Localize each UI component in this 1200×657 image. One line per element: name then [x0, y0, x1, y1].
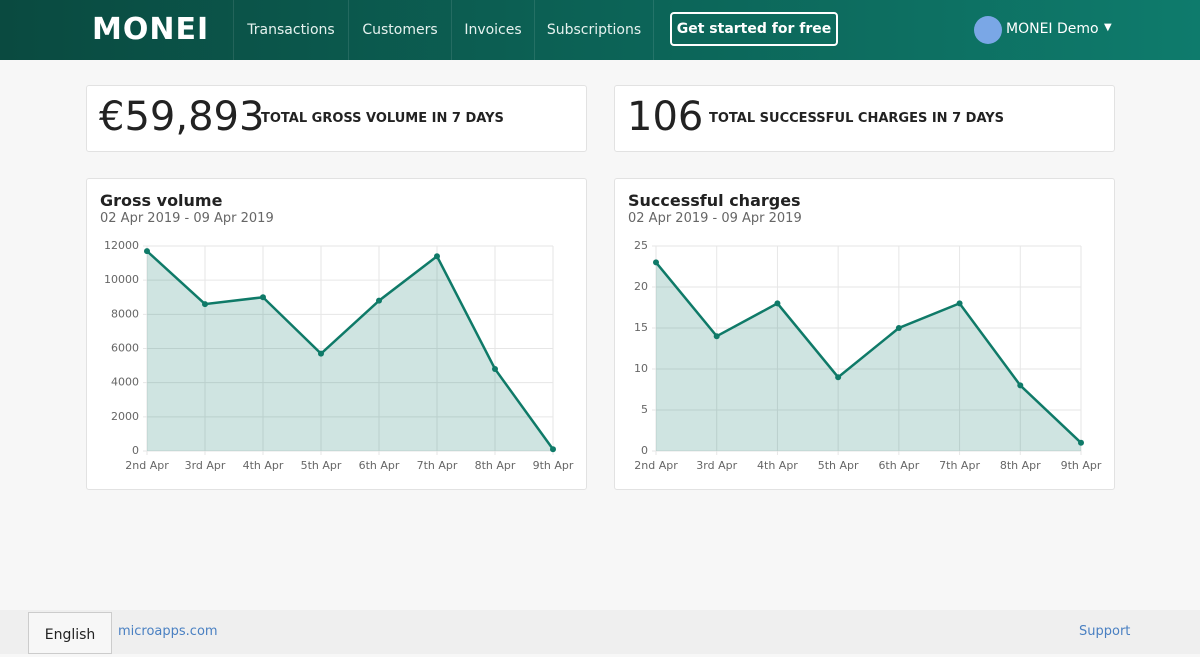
x-tick-label: 4th Apr	[757, 459, 798, 472]
chart-card: Gross volume 02 Apr 2019 - 09 Apr 2019 0…	[86, 178, 587, 490]
logo[interactable]: MONEI	[92, 12, 210, 47]
stat-card: 106 TOTAL SUCCESSFUL CHARGES IN 7 DAYS	[614, 85, 1115, 152]
point	[835, 374, 842, 381]
point	[144, 248, 150, 255]
y-tick-label: 15	[634, 321, 648, 334]
x-tick-label: 2nd Apr	[125, 459, 169, 472]
x-tick-label: 5th Apr	[818, 459, 859, 472]
caret[interactable]: ▼	[1104, 22, 1112, 33]
y-tick-label: 10000	[104, 273, 139, 286]
point	[260, 294, 266, 301]
nav-link[interactable]: Invoices	[451, 0, 534, 60]
footer: English microapps.com Support	[0, 610, 1200, 654]
point	[434, 253, 440, 260]
point	[202, 301, 208, 308]
x-tick-label: 3rd Apr	[185, 459, 226, 472]
point	[713, 333, 720, 340]
y-tick-label: 6000	[111, 342, 139, 355]
support-link[interactable]: Support	[1079, 624, 1131, 639]
footer-link[interactable]: microapps.com	[118, 624, 218, 639]
y-tick-label: 5	[641, 403, 648, 416]
point	[956, 300, 963, 307]
x-tick-label: 7th Apr	[417, 459, 458, 472]
chart-title: Gross volume	[100, 191, 223, 210]
nav-link[interactable]: Customers	[348, 0, 451, 60]
y-tick-label: 10	[634, 362, 648, 375]
x-tick-label: 9th Apr	[1061, 459, 1102, 472]
chart-subtitle: 02 Apr 2019 - 09 Apr 2019	[100, 211, 274, 226]
y-tick-label: 0	[641, 444, 648, 457]
x-tick-label: 2nd Apr	[634, 459, 678, 472]
x-tick-label: 3rd Apr	[696, 459, 737, 472]
chart-title: Successful charges	[628, 191, 801, 210]
nav-link[interactable]: Transactions	[233, 0, 348, 60]
line	[146, 250, 555, 451]
header: MONEI Transactions Customers Invoices Su…	[0, 0, 1200, 60]
chart-subtitle: 02 Apr 2019 - 09 Apr 2019	[628, 211, 802, 226]
y-tick-label: 20	[634, 280, 648, 293]
x-tick-label: 4th Apr	[243, 459, 284, 472]
y-tick-label: 0	[132, 444, 139, 457]
point	[550, 446, 556, 453]
stat-value: 106	[627, 94, 704, 140]
area	[656, 262, 1081, 451]
y-tick-label: 8000	[111, 307, 139, 320]
chart-card: Successful charges 02 Apr 2019 - 09 Apr …	[614, 178, 1115, 490]
point	[1017, 382, 1024, 389]
point	[774, 300, 781, 307]
point	[895, 325, 902, 331]
point	[318, 350, 324, 357]
y-tick-label: 25	[634, 239, 648, 252]
x-tick-label: 6th Apr	[878, 459, 919, 472]
x-tick-label: 9th Apr	[533, 459, 574, 472]
x-tick-label: 7th Apr	[939, 459, 980, 472]
stat-card: €59,893 TOTAL GROSS VOLUME IN 7 DAYS	[86, 85, 587, 152]
chart: 0 5 10 15 20 25 2nd Apr 3rd Apr 4th Apr 5th Apr 6t…	[634, 239, 1102, 472]
stat-label: TOTAL SUCCESSFUL CHARGES IN 7 DAYS	[709, 111, 1005, 126]
x-tick-label: 6th Apr	[359, 459, 400, 472]
y-tick-label: 4000	[111, 376, 139, 389]
point	[653, 259, 659, 266]
y-tick-label: 12000	[104, 239, 139, 252]
point	[1078, 439, 1084, 446]
y-tick-label: 2000	[111, 410, 139, 423]
avatar[interactable]	[974, 16, 1002, 44]
x-tick-label: 5th Apr	[301, 459, 342, 472]
x-tick-label: 8th Apr	[475, 459, 516, 472]
stat-label: TOTAL GROSS VOLUME IN 7 DAYS	[261, 111, 504, 126]
line	[655, 261, 1082, 444]
area	[147, 251, 553, 451]
point	[376, 297, 382, 304]
language-button[interactable]: English	[28, 612, 112, 654]
x-tick-label: 8th Apr	[1000, 459, 1041, 472]
cta-button[interactable]: Get started for free	[670, 12, 838, 46]
user-menu[interactable]: MONEI Demo	[1006, 21, 1099, 37]
chart: 0 2000 4000 6000 8000 10000 12000 2nd Apr 3rd Ap…	[104, 239, 574, 472]
stat-value: €59,893	[99, 94, 265, 140]
point	[492, 366, 498, 372]
nav-link[interactable]: Subscriptions	[534, 0, 654, 60]
